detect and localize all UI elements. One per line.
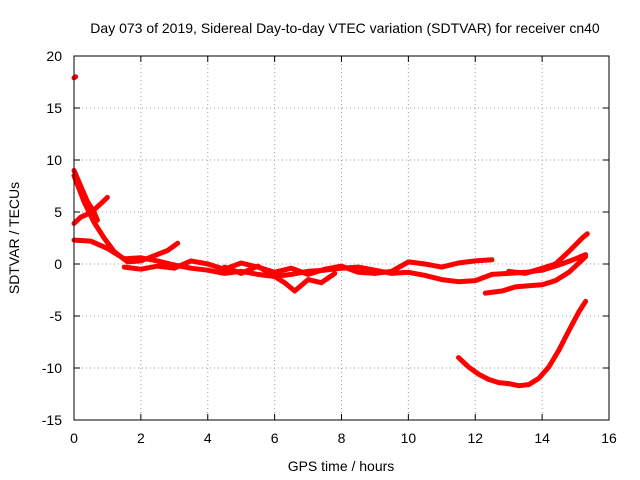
x-tick-label: 12 xyxy=(467,430,483,446)
x-tick-label: 4 xyxy=(204,430,212,446)
series-s8 xyxy=(482,254,589,296)
series-s9 xyxy=(506,231,590,276)
x-tick-label: 2 xyxy=(137,430,145,446)
y-tick-label: 15 xyxy=(46,100,62,116)
y-tick-label: 20 xyxy=(46,48,62,64)
plot-frame xyxy=(73,55,610,421)
data-series xyxy=(71,74,590,389)
series-s6 xyxy=(121,257,495,277)
x-tick-label: 0 xyxy=(70,430,78,446)
y-tick-label: -15 xyxy=(42,412,62,428)
series-s7 xyxy=(222,263,338,294)
y-tick-label: -5 xyxy=(50,308,63,324)
y-tick-label: 0 xyxy=(54,256,62,272)
x-tick-label: 8 xyxy=(338,430,346,446)
x-axis-label: GPS time / hours xyxy=(288,458,395,474)
grid-lines xyxy=(74,56,609,420)
x-tick-label: 6 xyxy=(271,430,279,446)
x-tick-label: 10 xyxy=(401,430,417,446)
x-tick-label: 16 xyxy=(601,430,617,446)
series-s10 xyxy=(456,298,589,389)
y-tick-label: -10 xyxy=(42,360,62,376)
y-tick-label: 10 xyxy=(46,152,62,168)
y-tick-label: 5 xyxy=(54,204,62,220)
series-s4 xyxy=(71,173,181,265)
x-tick-label: 14 xyxy=(534,430,550,446)
chart-title: Day 073 of 2019, Sidereal Day-to-day VTE… xyxy=(90,20,600,36)
axis-ticks: 0 2 4 6 8 10 12 14 16 -15 -10 -5 0 5 10 15 20 xyxy=(42,48,617,446)
y-axis-label: SDTVAR / TECUs xyxy=(6,182,22,294)
